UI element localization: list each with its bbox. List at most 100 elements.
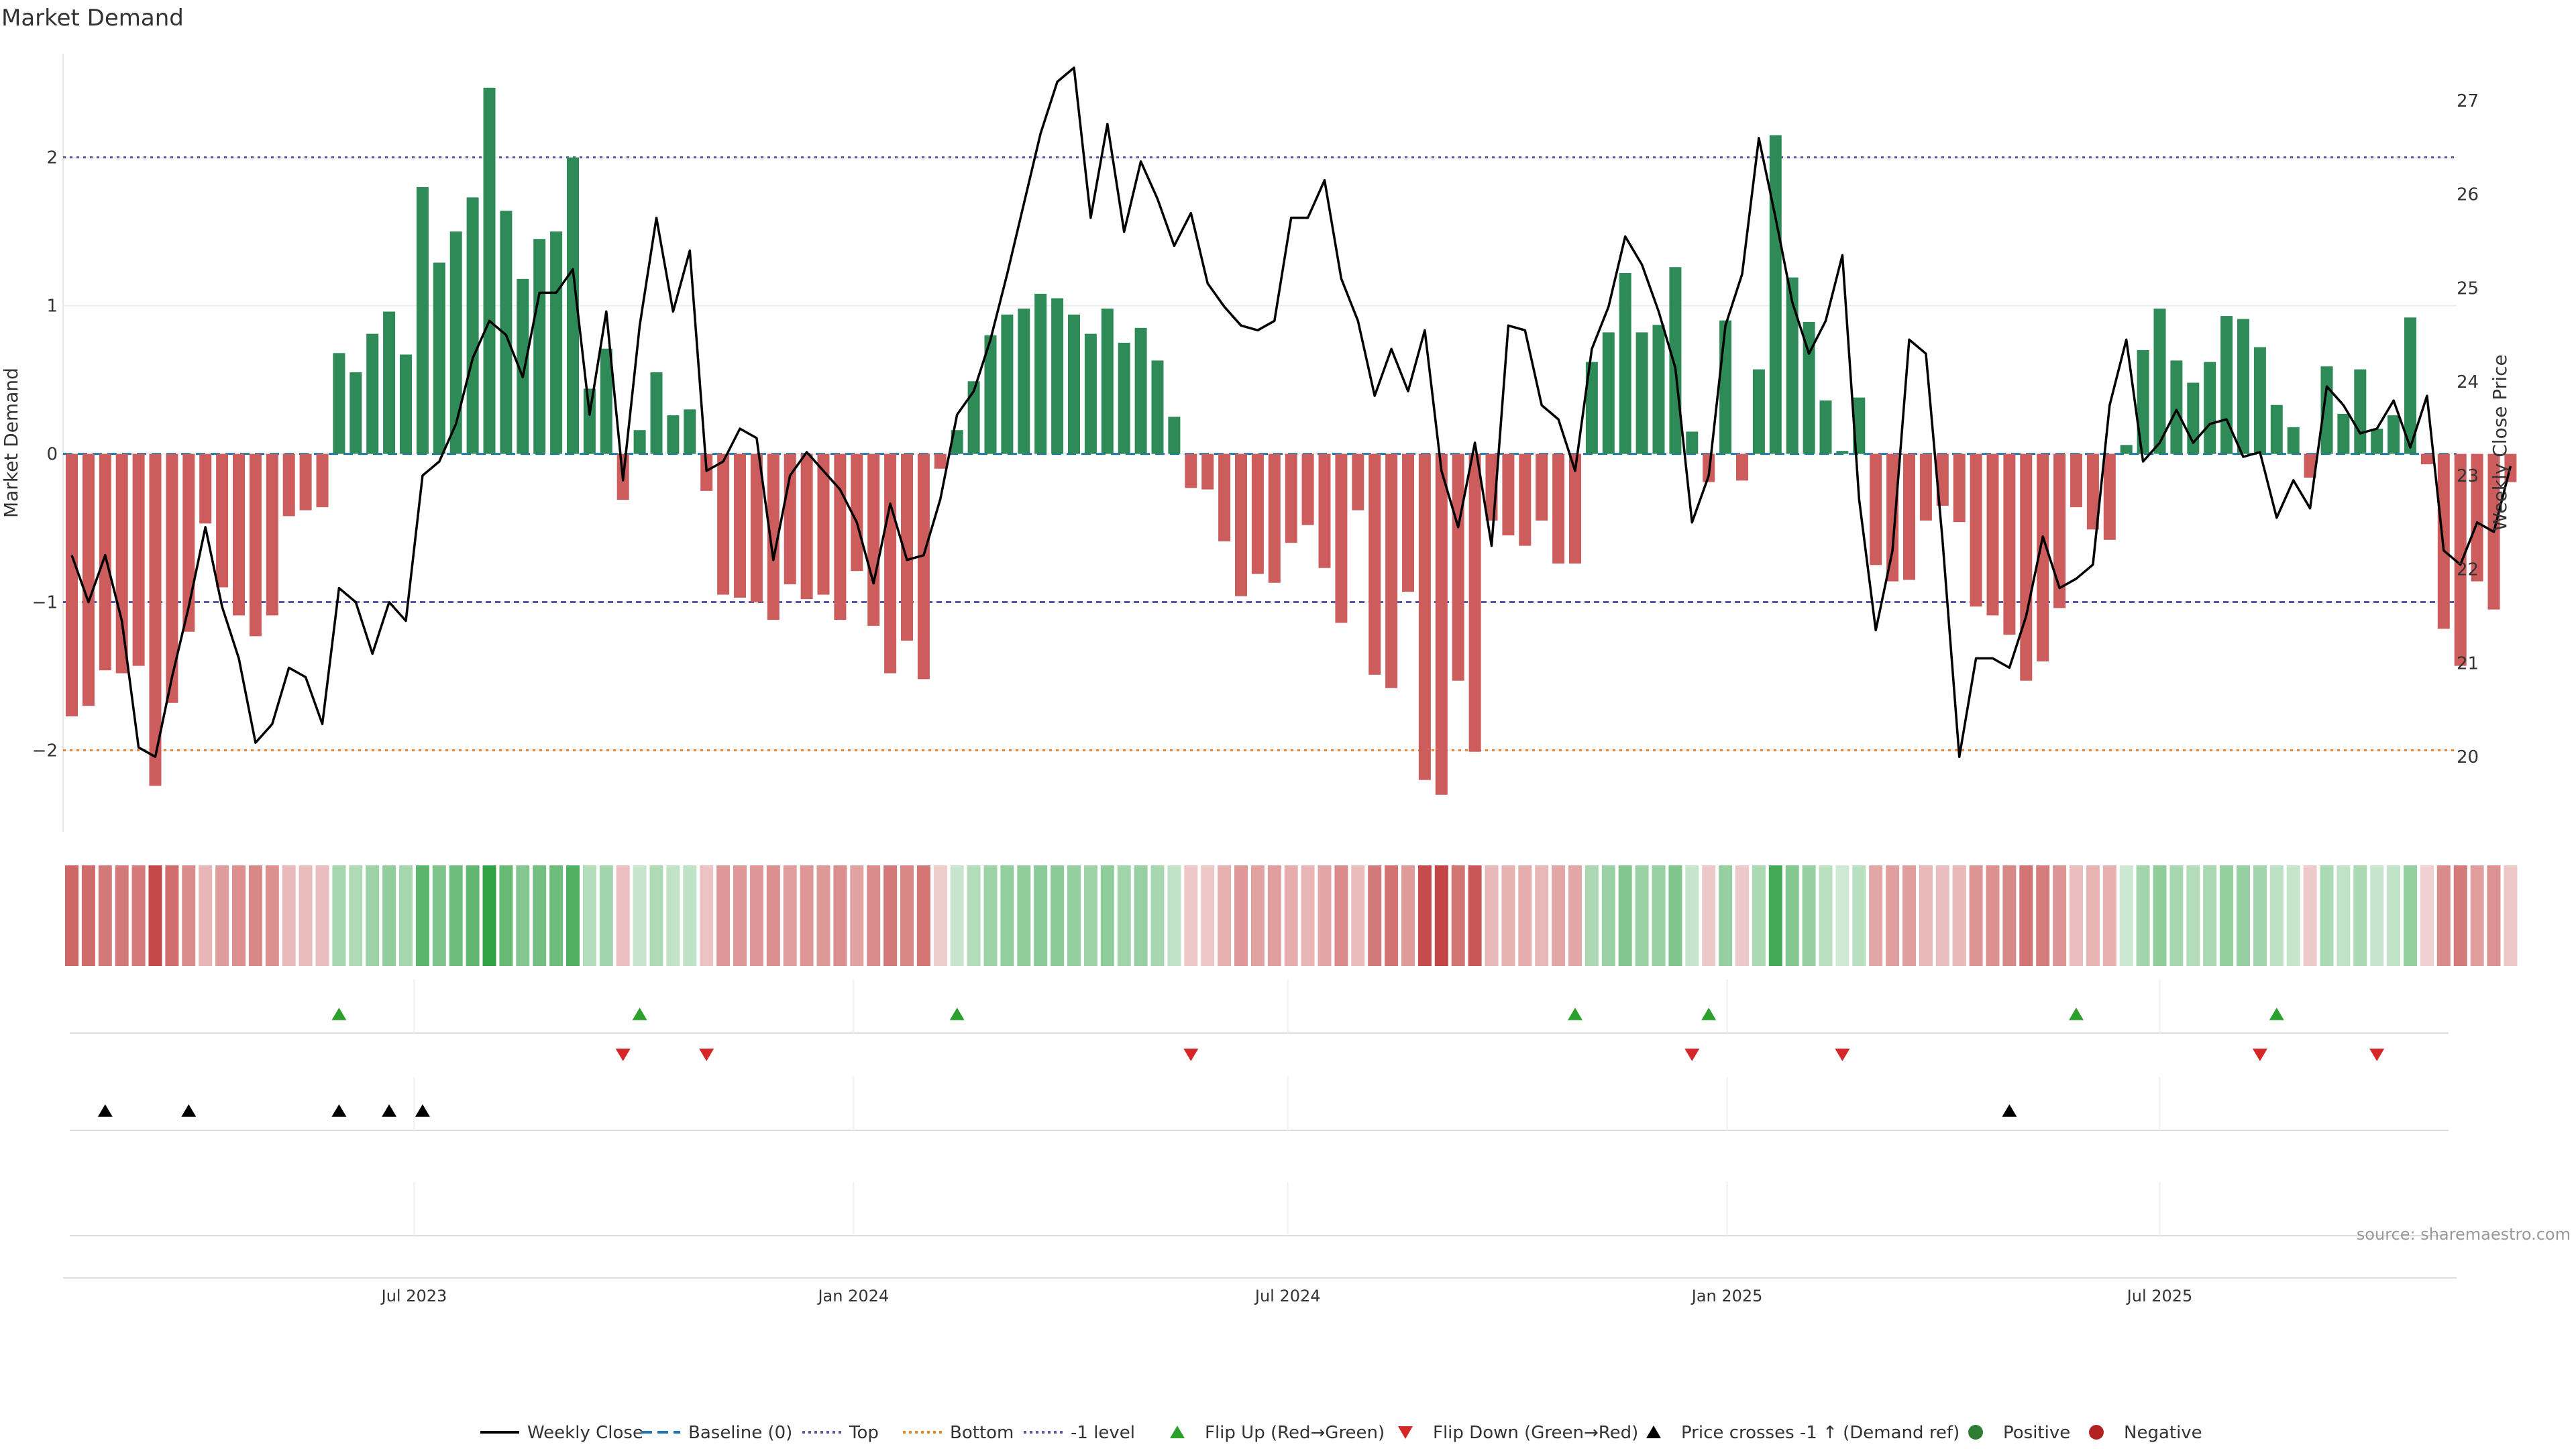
y-left-tick-label: −2	[32, 741, 58, 761]
demand-bar	[1251, 453, 1264, 574]
demand-bar	[884, 453, 897, 674]
demand-bar	[2053, 453, 2066, 608]
heat-cell	[382, 865, 396, 966]
demand-bar	[650, 372, 663, 454]
demand-bar	[1569, 453, 1581, 564]
demand-bar	[483, 87, 496, 454]
demand-bar	[1502, 453, 1515, 536]
heat-cell	[1401, 865, 1415, 966]
demand-bar	[1836, 451, 1849, 454]
heat-cell	[2286, 865, 2300, 966]
price-cross-marker	[97, 1104, 113, 1117]
heat-cell	[1518, 865, 1532, 966]
demand-bar	[1719, 320, 1732, 454]
demand-bar	[934, 453, 947, 469]
demand-bar	[400, 354, 412, 454]
y-right-tick-label: 25	[2457, 278, 2479, 299]
heat-cell	[900, 865, 914, 966]
heat-cell	[449, 865, 463, 966]
heat-cell	[1952, 865, 1966, 966]
demand-bar	[517, 278, 529, 454]
demand-bar	[1435, 453, 1448, 795]
heat-cell	[2070, 865, 2083, 966]
heat-cell	[1250, 865, 1265, 966]
legend: Weekly Close Baseline (0) Top Bottom -1 leve…	[480, 1423, 2202, 1443]
legend-item: Bottom	[903, 1423, 1014, 1443]
demand-bar	[1301, 453, 1314, 525]
heat-cell	[1451, 865, 1465, 966]
flip-up-marker	[1701, 1008, 1717, 1020]
heat-cell	[1835, 865, 1849, 966]
demand-bar	[2354, 369, 2367, 454]
heat-cell	[2370, 865, 2384, 966]
demand-bar	[867, 453, 880, 626]
demand-bar	[1602, 332, 1615, 454]
left-axis: 2 1 0 −1 −2	[32, 148, 58, 761]
demand-bar	[800, 453, 813, 600]
heat-cell	[349, 865, 363, 966]
heat-cell	[1385, 865, 1399, 966]
demand-bar	[1519, 453, 1532, 546]
heat-cell	[1351, 865, 1365, 966]
flip-down-marker	[615, 1049, 631, 1061]
flip-down-marker	[1835, 1049, 1850, 1061]
heat-cell	[733, 865, 747, 966]
heat-cell	[1100, 865, 1114, 966]
heat-cell	[1986, 865, 2000, 966]
demand-bar	[1385, 453, 1398, 688]
demand-bar	[416, 186, 429, 454]
demand-bar	[767, 453, 780, 621]
heat-cell	[683, 865, 697, 966]
heat-cell	[2169, 865, 2184, 966]
heat-cell	[2353, 865, 2367, 966]
heat-cell	[232, 865, 246, 966]
demand-bar	[1068, 314, 1080, 454]
heat-cell	[432, 865, 446, 966]
demand-bar	[2371, 429, 2383, 454]
heat-cell	[65, 865, 78, 966]
heat-cell	[1719, 865, 1733, 966]
demand-bar	[1051, 298, 1064, 454]
chart-title: Market Demand	[1, 5, 184, 32]
demand-bar	[750, 453, 763, 602]
demand-bar	[216, 453, 229, 588]
y-axis-right-label: Weekly Close Price	[2489, 354, 2511, 531]
demand-bar	[1953, 453, 1966, 523]
flip-up-marker	[2269, 1008, 2284, 1020]
heat-cell	[1601, 865, 1615, 966]
demand-bar	[350, 372, 362, 454]
heat-cell	[1318, 865, 1332, 966]
heat-cell	[1017, 865, 1031, 966]
heat-cell	[2053, 865, 2067, 966]
demand-bar	[567, 157, 579, 454]
demand-bar	[2220, 316, 2233, 454]
demand-bar	[834, 453, 847, 621]
flip-down-marker	[699, 1049, 714, 1061]
heat-cell	[2153, 865, 2167, 966]
demand-bar	[1134, 327, 1147, 454]
heat-cell	[749, 865, 763, 966]
demand-bar	[166, 453, 178, 703]
legend-item: -1 level	[1024, 1423, 1135, 1443]
legend-label: Bottom	[950, 1423, 1014, 1443]
heat-cell	[1585, 865, 1599, 966]
demand-bar	[1585, 362, 1598, 454]
demand-bar	[233, 453, 245, 616]
heat-cell	[1785, 865, 1799, 966]
x-tick-label: Jul 2025	[2126, 1287, 2193, 1305]
heat-cell	[549, 865, 564, 966]
demand-bar	[1619, 273, 1631, 454]
demand-bar	[449, 231, 462, 454]
demand-bar	[917, 453, 930, 680]
heat-cell	[1869, 865, 1883, 966]
heat-cell	[916, 865, 930, 966]
heat-cell	[816, 865, 830, 966]
heat-cell	[1284, 865, 1298, 966]
flip-up-marker	[1568, 1008, 1582, 1020]
heat-cell	[415, 865, 429, 966]
heat-cell	[2237, 865, 2250, 966]
demand-bar	[1919, 453, 1932, 521]
demand-bar	[199, 453, 212, 524]
legend-label: Weekly Close	[527, 1423, 643, 1443]
demand-bar	[99, 453, 111, 671]
